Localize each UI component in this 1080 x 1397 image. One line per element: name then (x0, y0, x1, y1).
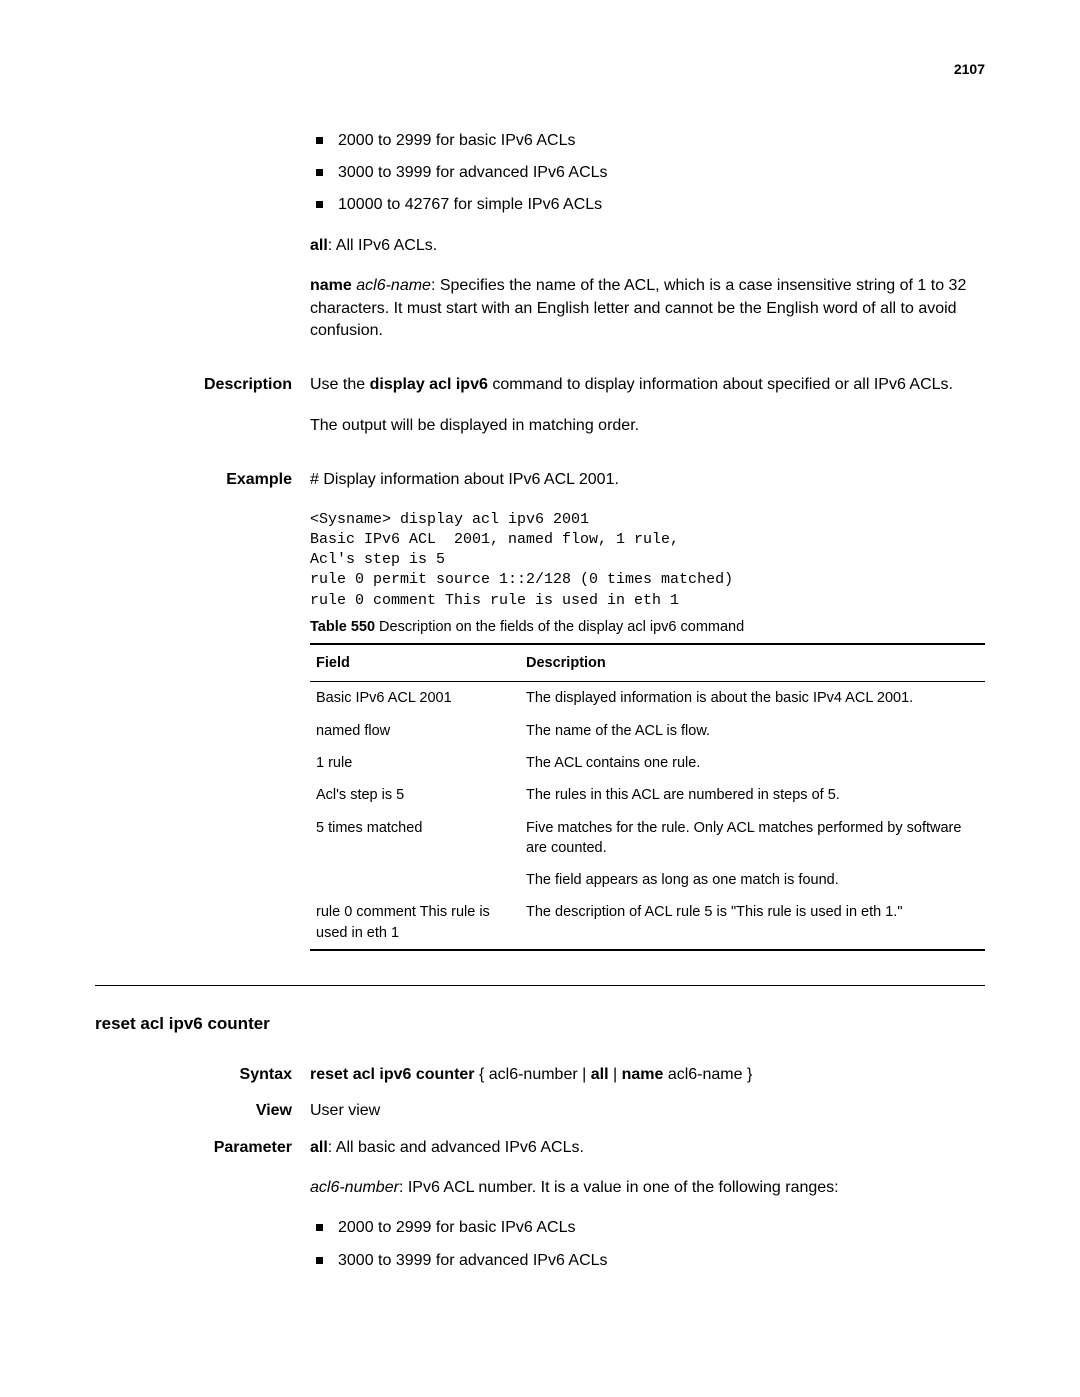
list-item: 3000 to 3999 for advanced IPv6 ACLs (338, 162, 985, 184)
name-param: name acl6-name: Specifies the name of th… (310, 275, 985, 342)
desc-post: command to display information about spe… (488, 376, 953, 393)
example-row: Example # Display information about IPv6… (95, 469, 985, 951)
syntax-row: Syntax reset acl ipv6 counter { acl6-num… (95, 1064, 985, 1086)
list-item: 10000 to 42767 for simple IPv6 ACLs (338, 194, 985, 216)
syntax-bold3: name (622, 1066, 664, 1083)
param-bullets: 2000 to 2999 for basic IPv6 ACLs 3000 to… (310, 1217, 985, 1272)
list-item: 3000 to 3999 for advanced IPv6 ACLs (338, 1250, 985, 1272)
syntax-label: Syntax (95, 1064, 310, 1086)
all-text: : All IPv6 ACLs. (328, 237, 437, 254)
all-label: all (310, 237, 328, 254)
example-code: <Sysname> display acl ipv6 2001 Basic IP… (310, 510, 985, 611)
table-row: 5 times matchedFive matches for the rule… (310, 812, 985, 865)
description-label: Description (95, 374, 310, 455)
table-row: named flowThe name of the ACL is flow. (310, 715, 985, 747)
table-row: rule 0 comment This rule is used in eth … (310, 896, 985, 950)
list-item: 2000 to 2999 for basic IPv6 ACLs (338, 1217, 985, 1239)
syntax-bold1: reset acl ipv6 counter (310, 1066, 475, 1083)
view-label: View (95, 1100, 310, 1122)
table-row: 1 ruleThe ACL contains one rule. (310, 747, 985, 779)
table-caption-bold: Table 550 (310, 619, 375, 635)
table-row: The field appears as long as one match i… (310, 864, 985, 896)
cell: The displayed information is about the b… (520, 682, 985, 715)
param-all-text: : All basic and advanced IPv6 ACLs. (328, 1139, 584, 1156)
cell (310, 864, 520, 896)
table-row: Acl's step is 5The rules in this ACL are… (310, 779, 985, 811)
param-all: all: All basic and advanced IPv6 ACLs. (310, 1137, 985, 1159)
example-intro: # Display information about IPv6 ACL 200… (310, 469, 985, 491)
description-p1: Use the display acl ipv6 command to disp… (310, 374, 985, 396)
fields-table: Field Description Basic IPv6 ACL 2001The… (310, 643, 985, 951)
page-number: 2107 (95, 60, 985, 80)
th-description: Description (520, 644, 985, 682)
description-p2: The output will be displayed in matching… (310, 415, 985, 437)
section-divider (95, 985, 985, 986)
cell: Basic IPv6 ACL 2001 (310, 682, 520, 715)
cell: The name of the ACL is flow. (520, 715, 985, 747)
view-row: View User view (95, 1100, 985, 1122)
th-field: Field (310, 644, 520, 682)
syntax-plain1: acl6-number (489, 1066, 578, 1083)
syntax-lit4: } (743, 1066, 753, 1083)
name-arg: acl6-name (356, 277, 431, 294)
syntax-plain2: acl6-name (663, 1066, 742, 1083)
all-param: all: All IPv6 ACLs. (310, 235, 985, 257)
param-num-arg: acl6-number (310, 1179, 399, 1196)
cell: 1 rule (310, 747, 520, 779)
syntax-text: reset acl ipv6 counter { acl6-number | a… (310, 1064, 985, 1086)
syntax-lit1: { (475, 1066, 489, 1083)
cell: named flow (310, 715, 520, 747)
intro-bullets: 2000 to 2999 for basic IPv6 ACLs 3000 to… (310, 130, 985, 217)
table-caption-rest: Description on the fields of the display… (375, 619, 744, 635)
cell: 5 times matched (310, 812, 520, 865)
param-num-text: : IPv6 ACL number. It is a value in one … (399, 1179, 839, 1196)
parameter-label: Parameter (95, 1137, 310, 1291)
list-item: 2000 to 2999 for basic IPv6 ACLs (338, 130, 985, 152)
syntax-lit2: | (578, 1066, 591, 1083)
desc-pre: Use the (310, 376, 370, 393)
cell: Acl's step is 5 (310, 779, 520, 811)
cell: The ACL contains one rule. (520, 747, 985, 779)
cell: Five matches for the rule. Only ACL matc… (520, 812, 985, 865)
param-all-label: all (310, 1139, 328, 1156)
view-text: User view (310, 1100, 985, 1122)
table-row: Basic IPv6 ACL 2001The displayed informa… (310, 682, 985, 715)
desc-cmd: display acl ipv6 (370, 376, 488, 393)
intro-block: 2000 to 2999 for basic IPv6 ACLs 3000 to… (95, 130, 985, 361)
syntax-lit3: | (609, 1066, 622, 1083)
parameter-row: Parameter all: All basic and advanced IP… (95, 1137, 985, 1291)
cell: The field appears as long as one match i… (520, 864, 985, 896)
section-heading: reset acl ipv6 counter (95, 1012, 985, 1036)
description-row: Description Use the display acl ipv6 com… (95, 374, 985, 455)
cell: rule 0 comment This rule is used in eth … (310, 896, 520, 950)
cell: The rules in this ACL are numbered in st… (520, 779, 985, 811)
table-caption: Table 550 Description on the fields of t… (310, 617, 985, 637)
cell: The description of ACL rule 5 is "This r… (520, 896, 985, 950)
name-label: name (310, 277, 352, 294)
param-number: acl6-number: IPv6 ACL number. It is a va… (310, 1177, 985, 1199)
example-label: Example (95, 469, 310, 951)
syntax-bold2: all (591, 1066, 609, 1083)
